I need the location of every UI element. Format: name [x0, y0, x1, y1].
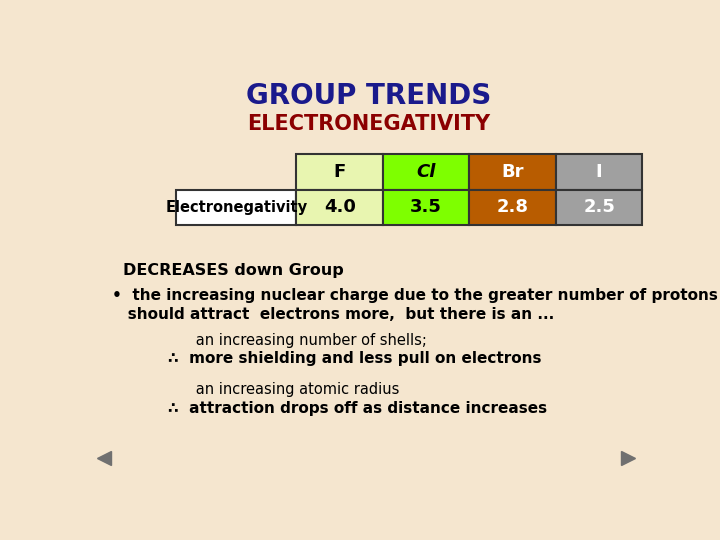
Bar: [297, 154, 383, 190]
Text: 2.8: 2.8: [497, 198, 528, 216]
Bar: [556, 154, 642, 190]
Bar: [383, 190, 469, 225]
Text: Electronegativity: Electronegativity: [166, 200, 307, 215]
Text: should attract  electrons more,  but there is an ...: should attract electrons more, but there…: [112, 307, 554, 322]
Text: 2.5: 2.5: [583, 198, 615, 216]
Text: ∴  attraction drops off as distance increases: ∴ attraction drops off as distance incre…: [168, 401, 547, 416]
Text: Br: Br: [501, 163, 524, 181]
Text: •  the increasing nuclear charge due to the greater number of protons: • the increasing nuclear charge due to t…: [112, 288, 718, 303]
Text: DECREASES down Group: DECREASES down Group: [124, 263, 344, 278]
Bar: [469, 154, 556, 190]
Text: an increasing atomic radius: an increasing atomic radius: [168, 382, 400, 397]
Bar: [556, 190, 642, 225]
Text: ELECTRONEGATIVITY: ELECTRONEGATIVITY: [248, 114, 490, 134]
Text: F: F: [333, 163, 346, 181]
Text: I: I: [596, 163, 603, 181]
Text: an increasing number of shells;: an increasing number of shells;: [168, 333, 427, 348]
Text: Cl: Cl: [416, 163, 436, 181]
Bar: [176, 190, 297, 225]
Bar: [469, 190, 556, 225]
Bar: [383, 154, 469, 190]
Text: GROUP TRENDS: GROUP TRENDS: [246, 82, 492, 110]
Text: ∴  more shielding and less pull on electrons: ∴ more shielding and less pull on electr…: [168, 352, 541, 366]
Text: 4.0: 4.0: [324, 198, 356, 216]
Bar: [297, 190, 383, 225]
Text: 3.5: 3.5: [410, 198, 442, 216]
